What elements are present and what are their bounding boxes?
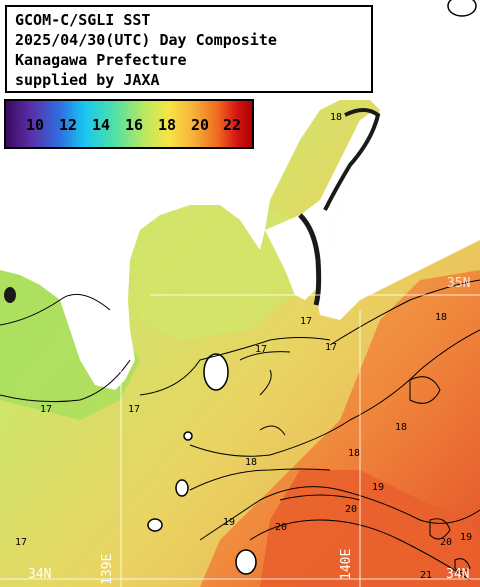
product-title: GCOM-C/SGLI SST	[15, 11, 151, 29]
island-small-5	[4, 287, 16, 303]
island-small-1	[183, 431, 193, 441]
colorbar-tick: 18	[158, 116, 177, 134]
land-north	[0, 0, 480, 390]
contour-label: 19	[223, 517, 235, 528]
colorbar-tick: 12	[59, 116, 78, 134]
contour-label: 18	[245, 457, 257, 468]
contour-label: 17	[15, 537, 27, 548]
region-title: Kanagawa Prefecture	[15, 51, 187, 69]
colorbar-tick: 10	[26, 116, 45, 134]
colorbar-tick: 22	[223, 116, 242, 134]
contour-label: 18	[330, 112, 342, 123]
island-small-4	[235, 549, 257, 575]
lat-label-34n-right: 34N	[446, 567, 470, 582]
hot-water-region	[260, 470, 480, 587]
contour-label: 18	[395, 422, 407, 433]
lat-label-34n-left: 34N	[28, 567, 52, 582]
colorbar-tick: 16	[125, 116, 144, 134]
contour-label: 20	[345, 504, 357, 515]
contour-label: 17	[255, 344, 267, 355]
contour-label: 17	[300, 316, 312, 327]
lon-label-140e: 140E	[339, 548, 354, 580]
lon-label-139e: 139E	[100, 553, 115, 585]
contour-label: 19	[372, 482, 384, 493]
contour-label: 17	[128, 404, 140, 415]
island-ne	[447, 0, 477, 17]
land-sagami-peninsula	[265, 110, 380, 300]
contour-label: 18	[435, 312, 447, 323]
island-oshima	[203, 353, 229, 391]
colorbar-tick: 14	[92, 116, 111, 134]
isotherm-contours	[0, 279, 480, 581]
island-small-2	[175, 479, 189, 497]
map-title-box: GCOM-C/SGLI SST 2025/04/30(UTC) Day Comp…	[5, 5, 373, 93]
contour-label: 19	[460, 532, 472, 543]
lat-label-35n: 35N	[447, 276, 471, 291]
sst-colorbar: 10 12 14 16 18 20 22	[4, 99, 254, 149]
contour-label: 20	[275, 522, 287, 533]
coastline-shadow-north	[323, 108, 381, 211]
date-title: 2025/04/30(UTC) Day Composite	[15, 31, 277, 49]
island-small-3	[147, 518, 163, 532]
credit-title: supplied by JAXA	[15, 71, 160, 89]
graticule	[0, 294, 480, 587]
contour-label: 18	[348, 448, 360, 459]
contour-label: 21	[420, 570, 432, 581]
contour-label: 17	[40, 404, 52, 415]
contour-label: 20	[440, 537, 452, 548]
colorbar-tick: 20	[191, 116, 210, 134]
contour-label: 17	[325, 342, 337, 353]
